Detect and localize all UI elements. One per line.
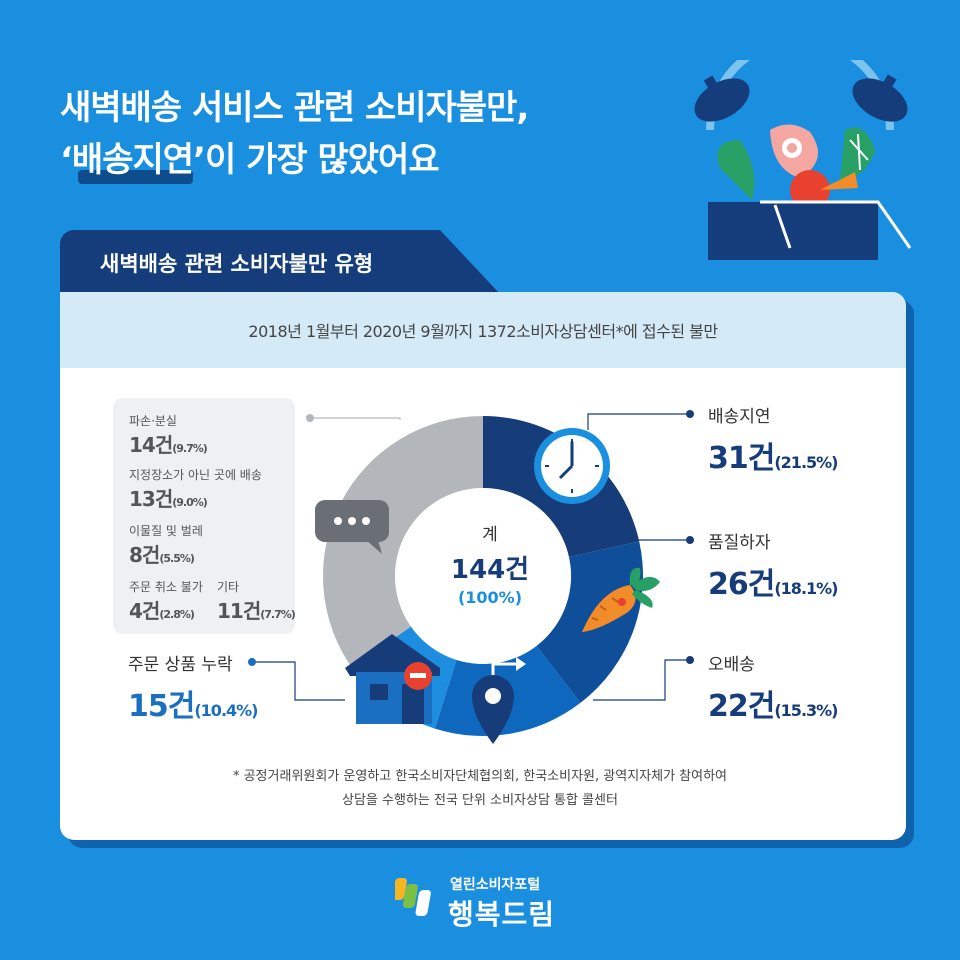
leader-line-other	[310, 417, 401, 420]
total-value: 144건	[450, 555, 530, 585]
other-item: 기타 11건(7.7%)	[217, 580, 296, 623]
total-label: 계	[482, 525, 498, 545]
speech-bubble-icon	[315, 500, 389, 554]
slice-other	[323, 416, 483, 668]
slice-value: 22건(15.3%)	[708, 689, 839, 724]
footnote-line-1: * 공정거래위원회가 운영하고 한국소비자단체협의회, 한국소비자원, 광역지자…	[232, 769, 728, 784]
logo-subtitle: 열린소비자포털	[450, 877, 541, 893]
slice-value: 15건(10.4%)	[128, 689, 259, 724]
leader-lines	[252, 413, 690, 701]
clock-icon	[534, 428, 610, 504]
other-breakdown-box: 파손·분실 14건(9.7%) 지정장소가 아닌 곳에 배송 13건(9.0%)…	[113, 398, 296, 634]
location-pin-icon	[472, 636, 526, 744]
slice-label-delay: 배송지연 31건(21.5%)	[708, 402, 839, 477]
slice-name: 주문 상품 누락	[128, 655, 233, 675]
slice-label-quality: 품질하자 26건(18.1%)	[708, 528, 839, 603]
alarm-clock-bag-icon	[694, 60, 912, 260]
leader-dot	[686, 410, 694, 418]
other-item: 지정장소가 아닌 곳에 배송 13건(9.0%)	[129, 468, 262, 511]
title-rest: ’이 가장 많았어요	[193, 140, 440, 180]
leader-line-missing	[252, 661, 345, 701]
leader-dot	[248, 658, 256, 666]
title-quote-open: ‘	[60, 140, 73, 180]
footnote-line-2: 상담을 수행하는 전국 단위 소비자상담 통합 콜센터	[342, 793, 618, 808]
chart-subtitle: 2018년 1월부터 2020년 9월까지 1372소비자상담센터*에 접수된 …	[60, 292, 906, 368]
slice-value: 31건(21.5%)	[708, 441, 839, 476]
other-item: 주문 취소 불가 4건(2.8%)	[129, 580, 203, 623]
slice-name: 오배송	[708, 655, 755, 675]
title-highlight: 배송지연	[72, 134, 194, 186]
leader-dot	[686, 536, 694, 544]
other-item: 파손·분실 14건(9.7%)	[129, 414, 208, 457]
leader-line-wrong	[593, 659, 690, 701]
leader-dot	[306, 414, 314, 422]
slice-label-missing-item: 주문 상품 누락 15건(10.4%)	[128, 650, 259, 725]
no-entry-icon	[404, 662, 432, 690]
slice-label-wrong-delivery: 오배송 22건(15.3%)	[708, 650, 839, 725]
other-item: 이물질 및 벌레 8건(5.5%)	[129, 524, 203, 567]
footnote: * 공정거래위원회가 운영하고 한국소비자단체협의회, 한국소비자원, 광역지자…	[0, 765, 960, 813]
donut-center: 계 144건 (100%)	[430, 520, 550, 607]
page-title: 새벽배송 서비스 관련 소비자불만, ‘배송지연’이 가장 많았어요	[60, 82, 529, 186]
slice-value: 26건(18.1%)	[708, 567, 839, 602]
slice-name: 품질하자	[708, 533, 771, 553]
section-tab-label: 새벽배송 관련 소비자불만 유형	[100, 252, 374, 276]
title-line-2: ‘배송지연’이 가장 많았어요	[60, 134, 528, 186]
carrot-icon	[582, 567, 660, 632]
leader-dot	[686, 656, 694, 664]
leader-line-delay	[587, 413, 690, 430]
logo-mark-icon	[395, 878, 431, 916]
logo-title: 행복드림	[448, 898, 556, 931]
title-line-1: 새벽배송 서비스 관련 소비자불만,	[60, 88, 529, 128]
donut-hole	[395, 488, 571, 664]
section-tab: 새벽배송 관련 소비자불만 유형	[60, 230, 440, 294]
slice-name: 배송지연	[708, 407, 771, 427]
total-percent: (100%)	[457, 588, 523, 607]
